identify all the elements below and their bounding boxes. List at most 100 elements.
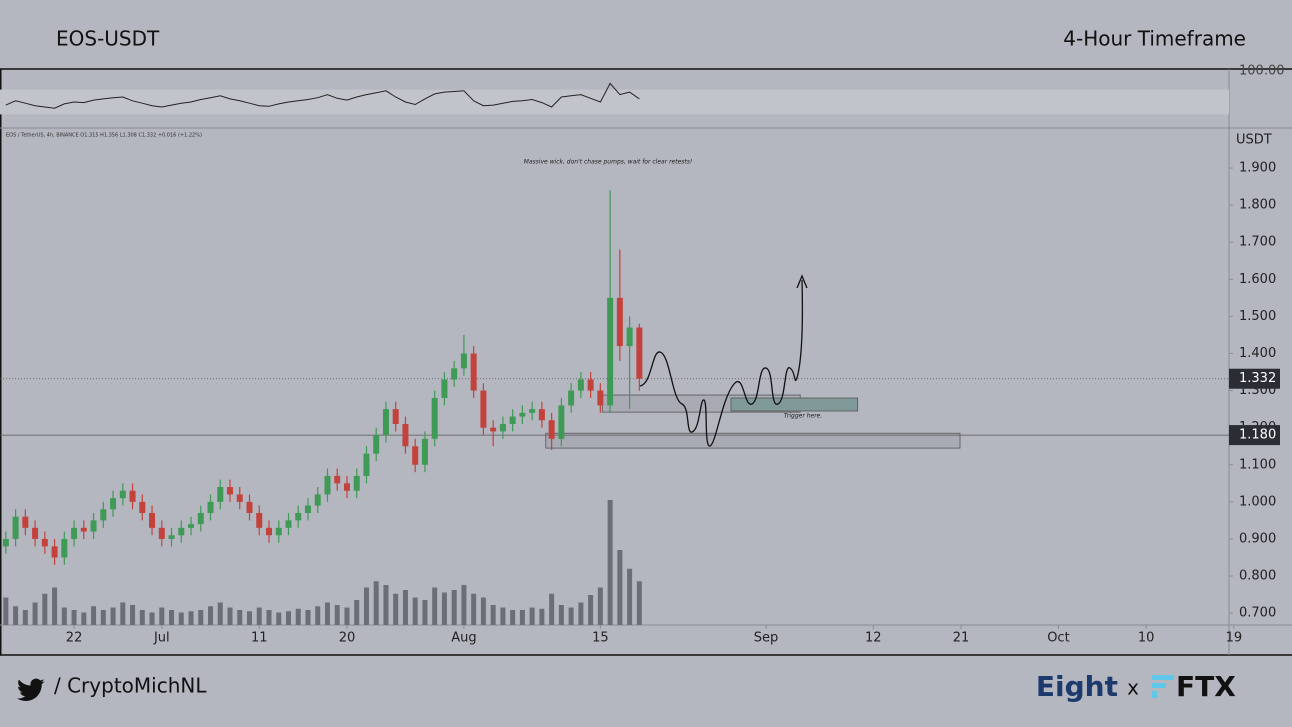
candle-body: [441, 379, 448, 399]
candle-body: [71, 527, 78, 539]
candle-body: [412, 446, 419, 465]
legend-text: EOS / TetherUS, 4h, BINANCE O1.315 H1.35…: [6, 133, 202, 139]
candle-body: [236, 494, 243, 502]
volume-bar: [130, 605, 136, 625]
volume-bar: [217, 602, 223, 625]
volume-bar: [227, 607, 233, 625]
rsi-line: [5, 82, 640, 109]
volume-bar: [568, 607, 574, 625]
timeframe: 4-Hour Timeframe: [1063, 27, 1246, 51]
candle-body: [607, 297, 614, 406]
price-label: 1.332: [1239, 371, 1276, 386]
zone: [730, 397, 859, 412]
volume-bar: [13, 606, 19, 625]
volume-bar: [510, 610, 516, 625]
candle-body: [2, 538, 9, 547]
x-tick-label: 15: [592, 631, 609, 646]
volume-bar: [461, 585, 467, 625]
volume-bar: [159, 607, 165, 625]
candle-body: [587, 379, 594, 391]
volume-bar: [432, 587, 438, 625]
y-tick-label: 1.700: [1239, 235, 1276, 250]
candle-body: [285, 520, 292, 528]
y-tick-label: 0.700: [1239, 606, 1276, 621]
volume-bar: [529, 607, 535, 625]
volume-bar: [412, 597, 418, 625]
candle-body: [509, 416, 516, 424]
volume-bar: [266, 610, 272, 625]
candle-body: [421, 438, 428, 465]
twitter-handle: / CryptoMichNL: [54, 674, 207, 698]
volume-bar: [305, 610, 311, 625]
candle-body: [558, 405, 565, 439]
candle-body: [334, 475, 341, 484]
twitter-icon: [17, 678, 45, 701]
candle-body: [392, 409, 399, 424]
candle-body: [304, 505, 311, 513]
candle-body: [265, 527, 272, 536]
candle-body: [577, 379, 584, 391]
x-tick-label: 19: [1226, 631, 1243, 646]
candle-body: [382, 409, 389, 436]
volume-bar: [237, 610, 243, 625]
plot: 0.7000.8000.9001.0001.1001.2001.3001.400…: [0, 64, 1285, 646]
candle-body: [568, 390, 575, 406]
volume-bar: [91, 606, 97, 625]
volume-bar: [607, 500, 613, 625]
volume-bar: [149, 612, 155, 625]
volume-bar: [315, 606, 321, 625]
y-tick-label: 1.600: [1239, 272, 1276, 287]
y-tick-label: 1.800: [1239, 198, 1276, 213]
candle-body: [275, 527, 282, 536]
candle-body: [373, 435, 380, 454]
trigger-note: Trigger here.: [784, 413, 823, 420]
y-axis-label: USDT: [1236, 133, 1272, 148]
volume-bar: [61, 607, 67, 625]
volume-bar: [597, 587, 603, 625]
volume-bar: [334, 605, 340, 625]
candle-body: [324, 475, 331, 495]
volume-bar: [71, 610, 77, 625]
volume-bar: [139, 610, 145, 625]
x-tick-label: Oct: [1047, 631, 1069, 646]
volume-bar: [32, 602, 38, 625]
volume-bar: [422, 600, 428, 625]
price-label-box: [1229, 425, 1280, 446]
candle-body: [80, 527, 87, 532]
candle-body: [431, 398, 438, 439]
volume-bar: [549, 593, 555, 625]
candle-body: [470, 353, 477, 391]
candle-body: [41, 538, 48, 547]
candle-body: [538, 409, 545, 421]
y-tick-label: 0.900: [1239, 531, 1276, 546]
candle-body: [460, 353, 467, 369]
rsi-tick-label: 100.00: [1239, 64, 1285, 79]
volume-bar: [373, 581, 379, 625]
candle-body: [343, 483, 350, 491]
volume-bar: [539, 608, 545, 625]
candle-body: [119, 490, 126, 499]
candle-body: [207, 501, 214, 513]
volume-bar: [285, 611, 291, 625]
candle-body: [168, 535, 175, 539]
volume-bar: [256, 607, 262, 625]
volume-bar: [441, 592, 447, 625]
x-tick-label: 22: [66, 631, 83, 646]
x-tick-label: Aug: [451, 631, 476, 646]
candle-body: [490, 427, 497, 432]
x-tick-label: 21: [953, 631, 970, 646]
volume-bar: [344, 607, 350, 625]
candle-body: [499, 423, 506, 432]
y-tick-label: 0.800: [1239, 569, 1276, 584]
price-label-box: [1229, 368, 1280, 389]
candle-body: [626, 327, 633, 347]
candle-body: [529, 409, 536, 413]
candle-body: [616, 297, 623, 347]
volume-bar: [519, 610, 525, 625]
volume-bar: [247, 611, 253, 625]
candle-body: [227, 487, 234, 495]
x-tick-label: 20: [339, 631, 356, 646]
volume-bar: [100, 610, 106, 625]
candle-body: [149, 512, 156, 528]
